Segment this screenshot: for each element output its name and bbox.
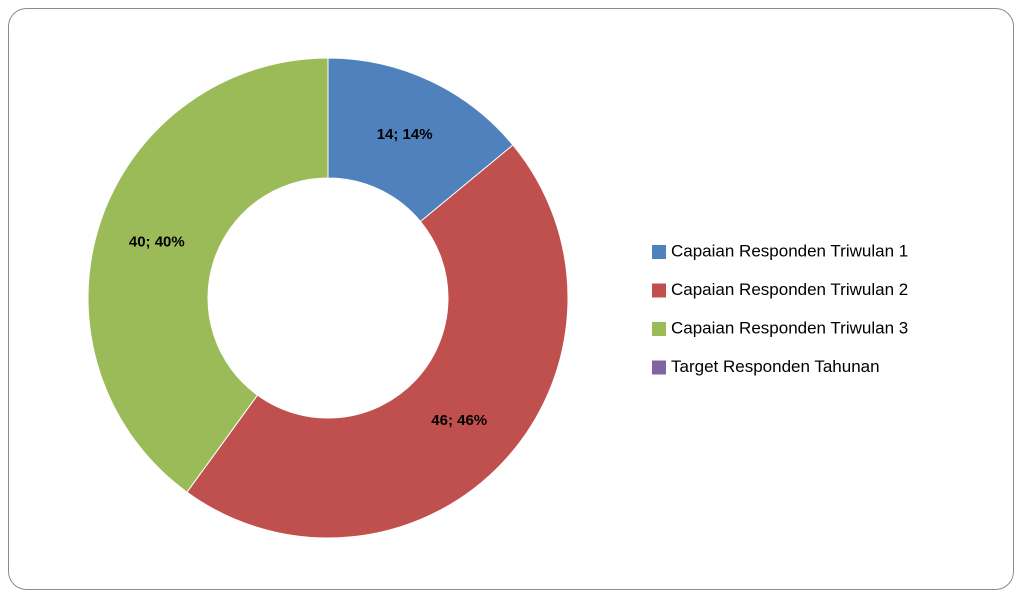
legend-label: Capaian Responden Triwulan 2	[671, 280, 908, 299]
donut-slice	[327, 57, 514, 223]
legend-label: Target Responden Tahunan	[671, 357, 880, 376]
legend-swatch	[652, 322, 666, 336]
legend-swatch	[652, 360, 666, 375]
legend-label: Capaian Responden Triwulan 1	[671, 241, 908, 260]
legend-label: Capaian Responden Triwulan 3	[671, 318, 908, 337]
data-label: 46; 46%	[431, 412, 487, 429]
data-label: 40; 40%	[129, 233, 185, 250]
data-label: 14; 14%	[377, 126, 433, 143]
legend-swatch	[652, 283, 666, 298]
donut-slice	[186, 144, 569, 539]
donut-slice	[87, 57, 329, 493]
legend-swatch	[652, 245, 666, 259]
